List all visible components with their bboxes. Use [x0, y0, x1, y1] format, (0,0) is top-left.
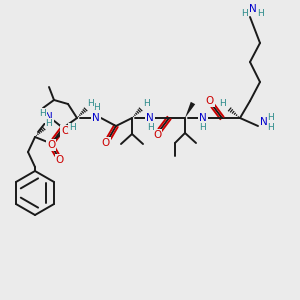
Text: O: O: [153, 130, 161, 140]
Text: N: N: [146, 113, 154, 123]
Text: N: N: [199, 113, 207, 123]
Text: H: H: [88, 100, 94, 109]
Text: H: H: [93, 103, 99, 112]
Text: H: H: [268, 112, 274, 122]
Text: O: O: [56, 155, 64, 165]
Text: H: H: [147, 122, 153, 131]
Text: N: N: [45, 112, 53, 122]
Text: H: H: [268, 122, 274, 131]
Text: H: H: [142, 100, 149, 109]
Text: H: H: [69, 124, 75, 133]
Text: H: H: [241, 8, 248, 17]
Text: O: O: [47, 140, 55, 150]
Text: N: N: [260, 117, 268, 127]
Text: H: H: [46, 118, 52, 127]
Text: O: O: [206, 96, 214, 106]
Polygon shape: [185, 102, 195, 118]
Text: O: O: [102, 138, 110, 148]
Text: N: N: [249, 4, 257, 14]
Text: N: N: [92, 113, 100, 123]
Text: O: O: [61, 126, 69, 136]
Text: H: H: [200, 122, 206, 131]
Text: H: H: [258, 10, 264, 19]
Text: H: H: [40, 109, 46, 118]
Text: H: H: [220, 100, 226, 109]
